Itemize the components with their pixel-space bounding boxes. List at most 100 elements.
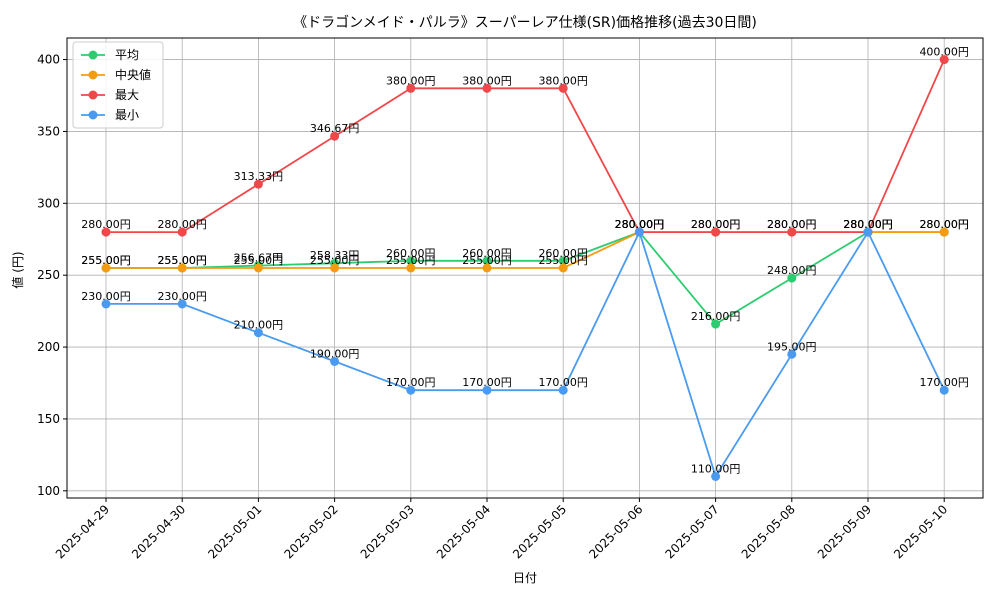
grid xyxy=(67,38,983,498)
x-tick-label: 2025-05-08 xyxy=(739,502,798,561)
legend-item: 平均 xyxy=(81,48,139,62)
data-label: 380.00円 xyxy=(538,74,588,87)
data-point xyxy=(177,263,187,273)
data-label: 210.00円 xyxy=(234,319,284,332)
data-label: 190.00円 xyxy=(310,347,360,360)
data-point xyxy=(330,356,340,366)
y-tick-label: 300 xyxy=(37,196,60,210)
data-label: 280.00円 xyxy=(615,218,665,231)
legend-item: 最小 xyxy=(81,108,139,122)
legend-marker xyxy=(88,90,98,100)
data-point xyxy=(482,263,492,273)
data-label: 248.00円 xyxy=(767,264,817,277)
data-label: 170.00円 xyxy=(538,376,588,389)
data-point xyxy=(787,349,797,359)
data-label: 280.00円 xyxy=(691,218,741,231)
data-point xyxy=(787,273,797,283)
data-label: 280.00円 xyxy=(615,218,665,231)
data-label: 170.00円 xyxy=(919,376,969,389)
data-label: 230.00円 xyxy=(81,290,131,303)
y-tick-label: 250 xyxy=(37,268,60,282)
y-axis-title: 値 (円) xyxy=(10,251,25,288)
data-label: 255.00円 xyxy=(310,254,360,267)
data-point xyxy=(406,256,416,266)
legend-marker xyxy=(88,70,98,80)
series-line xyxy=(106,231,945,326)
data-label: 280.00円 xyxy=(919,218,969,231)
data-label: 230.00円 xyxy=(157,290,207,303)
data-point xyxy=(558,385,568,395)
data-label: 110.00円 xyxy=(691,462,741,475)
data-point xyxy=(863,227,873,237)
data-label: 280.00円 xyxy=(767,218,817,231)
series-line xyxy=(106,59,946,234)
data-point xyxy=(406,83,416,93)
data-label: 170.00円 xyxy=(386,376,436,389)
legend-box xyxy=(72,41,164,129)
legend-label: 最大 xyxy=(115,88,139,102)
x-tick-label: 2025-05-04 xyxy=(434,502,493,561)
y-axis: 100 150 200 250 300 350 400 xyxy=(37,53,67,498)
x-tick-label: 2025-04-29 xyxy=(53,502,112,561)
chart-title: 《ドラゴンメイド・パルラ》スーパーレア仕様(SR)価格推移(過去30日間) xyxy=(293,14,757,31)
x-tick-label: 2025-05-01 xyxy=(205,502,264,561)
series-4 xyxy=(101,227,949,481)
data-point xyxy=(406,263,416,273)
data-label: 216.00円 xyxy=(691,310,741,323)
data-point xyxy=(939,55,949,65)
data-label: 280.00円 xyxy=(843,218,893,231)
data-point xyxy=(711,471,721,481)
data-label: 255.00円 xyxy=(538,254,588,267)
series-1 xyxy=(101,227,949,329)
x-tick-label: 2025-05-09 xyxy=(815,502,874,561)
data-label: 280.00円 xyxy=(843,218,893,231)
data-label: 255.00円 xyxy=(81,254,131,267)
data-label: 280.00円 xyxy=(843,218,893,231)
data-point xyxy=(253,263,263,273)
data-point xyxy=(177,299,187,309)
data-point xyxy=(939,385,949,395)
data-label: 255.00円 xyxy=(157,254,207,267)
x-tick-label: 2025-05-05 xyxy=(510,502,569,561)
data-label: 256.67円 xyxy=(234,252,284,265)
data-label: 260.00円 xyxy=(462,247,512,260)
data-point xyxy=(711,319,721,329)
data-label: 260.00円 xyxy=(538,247,588,260)
x-tick-label: 2025-05-03 xyxy=(358,502,417,561)
data-label: 170.00円 xyxy=(462,376,512,389)
data-point xyxy=(939,227,949,237)
x-axis: 2025-04-29 2025-04-30 2025-05-01 2025-05-02… xyxy=(53,498,950,561)
data-label: 255.00円 xyxy=(81,254,131,267)
legend-label: 平均 xyxy=(115,48,139,62)
x-tick-label: 2025-04-30 xyxy=(129,502,188,561)
data-label: 280.00円 xyxy=(615,218,665,231)
legend-marker xyxy=(88,50,98,60)
data-label: 195.00円 xyxy=(767,340,817,353)
data-label: 280.00円 xyxy=(615,218,665,231)
x-tick-label: 2025-05-10 xyxy=(891,502,950,561)
data-label: 380.00円 xyxy=(386,74,436,87)
data-label: 400.00円 xyxy=(919,46,969,59)
series-group xyxy=(101,55,949,481)
data-label: 280.00円 xyxy=(157,218,207,231)
data-point xyxy=(101,299,111,309)
data-point xyxy=(101,227,111,237)
data-point xyxy=(253,179,263,189)
x-tick-label: 2025-05-06 xyxy=(586,502,645,561)
y-tick-label: 400 xyxy=(37,53,60,67)
data-point xyxy=(558,256,568,266)
data-label: 280.00円 xyxy=(81,218,131,231)
data-point xyxy=(558,83,568,93)
plot-area xyxy=(66,37,984,499)
data-labels: 255.00円 255.00円 256.67円 258.33円 260.00円 260.0… xyxy=(81,46,969,476)
data-point xyxy=(787,227,797,237)
y-tick-label: 350 xyxy=(37,124,60,138)
x-tick-label: 2025-05-02 xyxy=(282,502,341,561)
series-3 xyxy=(101,55,949,237)
legend-label: 中央値 xyxy=(115,67,151,82)
x-tick-label: 2025-05-07 xyxy=(663,502,722,561)
data-label: 280.00円 xyxy=(767,218,817,231)
data-point xyxy=(177,227,187,237)
